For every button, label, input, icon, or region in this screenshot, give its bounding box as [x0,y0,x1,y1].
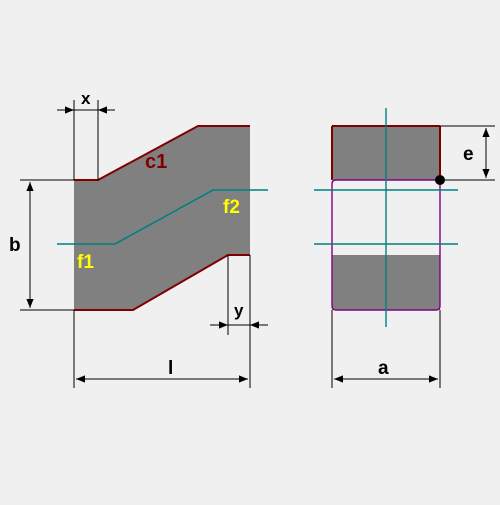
label-y: y [234,301,244,320]
side-bottom-edge [74,254,250,311]
label-f2: f2 [223,197,240,218]
label-x: x [81,89,91,108]
label-e: e [463,144,474,165]
side-top-edge [74,125,250,181]
label-f1: f1 [77,252,94,273]
label-a: a [378,358,389,379]
label-l: l [168,358,173,379]
side-view: x b y l c1 f1 f2 [9,89,268,388]
side-center-axis [57,189,268,245]
label-c1: c1 [145,151,167,173]
end-view: e a [314,108,495,388]
label-b: b [9,235,21,256]
